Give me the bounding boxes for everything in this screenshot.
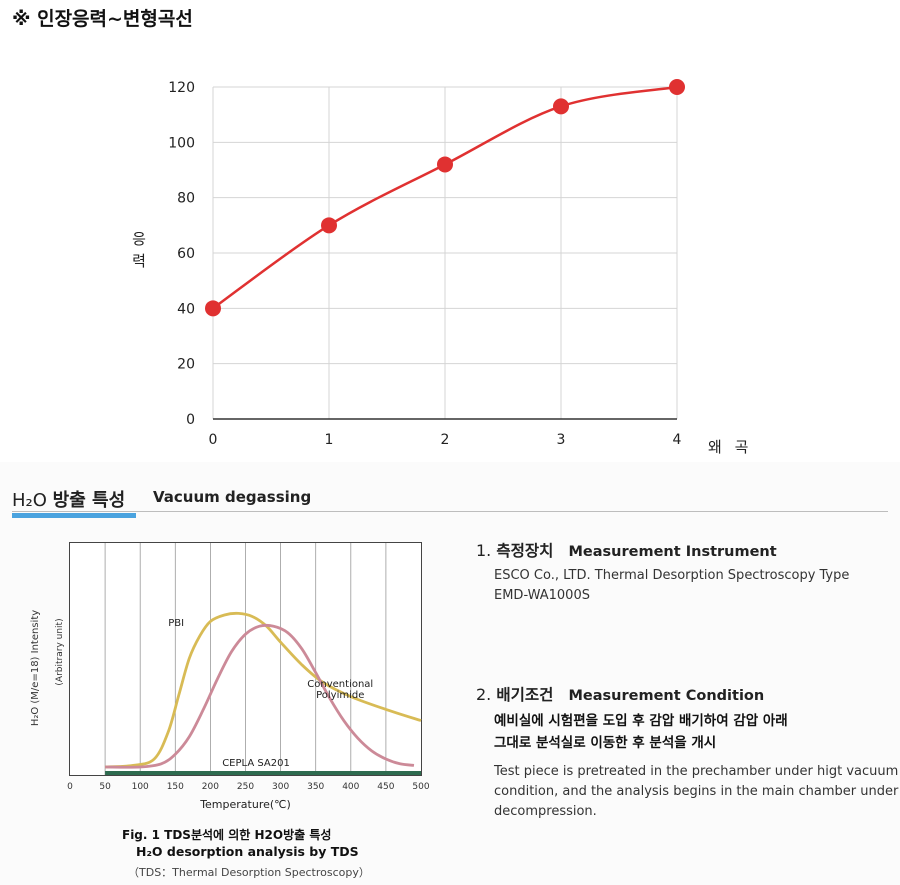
condition-en-line-2: condition, and the analysis begins in th… [494, 784, 899, 799]
y-tick-label: 120 [168, 80, 195, 96]
x-tick-label: 0 [67, 782, 73, 792]
measurement-instrument-heading: 1. 측정장치 Measurement Instrument [476, 539, 777, 561]
series-line-0 [105, 611, 422, 769]
x-axis-title: Temperature(℃) [199, 798, 291, 811]
heading-en: Measurement Instrument [568, 544, 777, 560]
section-subtitle: Vacuum degassing [153, 488, 312, 506]
x-tick-label: 300 [272, 782, 289, 792]
section-divider [12, 511, 888, 512]
condition-kr-line-1: 예비실에 시험편을 도입 후 감압 배기하여 감압 아래 [494, 713, 788, 729]
x-tick-label: 150 [167, 782, 184, 792]
x-tick-label: 50 [99, 782, 111, 792]
x-tick-label: 250 [237, 782, 254, 792]
y-tick-label: 20 [177, 357, 195, 373]
x-tick-label: 200 [202, 782, 219, 792]
section-accent-bar [12, 513, 136, 518]
page-title: ※ 인장응력~변형곡선 [12, 8, 193, 30]
x-tick-label: 0 [209, 432, 218, 448]
data-point [437, 156, 453, 173]
series-label-cepla: CEPLA SA201 [222, 758, 290, 769]
x-tick-label: 2 [441, 432, 450, 448]
x-tick-label: 350 [307, 782, 324, 792]
x-axis-label: 왜 곡 [708, 438, 753, 456]
section-title-h2o: H₂O [12, 490, 47, 511]
tds-chart: 0 50 100 150 200 250 300 350 400 450 500 Temperatur… [30, 542, 430, 811]
figure-caption-note: （TDS：Thermal Desorption Spectroscopy） [128, 866, 370, 879]
section-title: H₂O 방출 특성 [12, 486, 125, 512]
figure-caption-english: H₂O desorption analysis by TDS [136, 844, 359, 859]
data-point [205, 300, 221, 317]
x-tick-label: 1 [325, 432, 334, 448]
x-tick-label: 500 [412, 782, 429, 792]
x-tick-label: 4 [673, 432, 682, 448]
figure-caption-title: Fig. 1 TDS분석에 의한 H2O방출 특성 [122, 828, 332, 842]
measurement-condition-heading: 2. 배기조건 Measurement Condition [476, 683, 764, 705]
stress-strain-chart: 0 20 40 60 80 100 120 0 1 2 3 4 [168, 79, 685, 448]
series-label-polyimide-2: Polyimide [316, 690, 364, 701]
condition-en-line-3: decompression. [494, 804, 597, 819]
series-label-pbi: PBI [168, 618, 184, 629]
section-title-kr: 방출 특성 [52, 490, 126, 511]
y-axis-subtitle: (Arbitrary unit) [55, 618, 65, 685]
y-tick-label: 60 [177, 246, 195, 262]
heading-kr: 배기조건 [496, 686, 554, 704]
x-tick-label: 400 [342, 782, 359, 792]
y-tick-label: 80 [177, 191, 195, 207]
heading-en: Measurement Condition [568, 688, 765, 704]
x-tick-label: 100 [132, 782, 149, 792]
y-tick-label: 0 [186, 412, 195, 428]
condition-kr-line-2: 그대로 분석실로 이동한 후 분석을 개시 [494, 735, 717, 751]
series-line-1 [105, 623, 415, 769]
heading-number: 1. [476, 541, 492, 560]
y-axis-title: H₂O (M/e=18) Intensity [30, 610, 41, 726]
y-axis-label: 응 력 [132, 230, 146, 270]
instrument-line-1: ESCO Co., LTD. Thermal Desorption Spectr… [494, 568, 850, 583]
y-tick-label: 40 [177, 301, 195, 317]
data-point [553, 98, 569, 115]
heading-number: 2. [476, 685, 492, 704]
x-tick-label: 3 [557, 432, 566, 448]
data-point [321, 217, 337, 234]
condition-en-line-1: Test piece is pretreated in the prechamb… [494, 764, 899, 779]
heading-kr: 측정장치 [496, 542, 554, 560]
x-tick-label: 450 [377, 782, 394, 792]
y-tick-label: 100 [168, 135, 195, 151]
instrument-line-2: EMD-WA1000S [494, 588, 590, 603]
series-label-polyimide-1: Conventional [307, 679, 373, 690]
data-point [669, 79, 685, 95]
